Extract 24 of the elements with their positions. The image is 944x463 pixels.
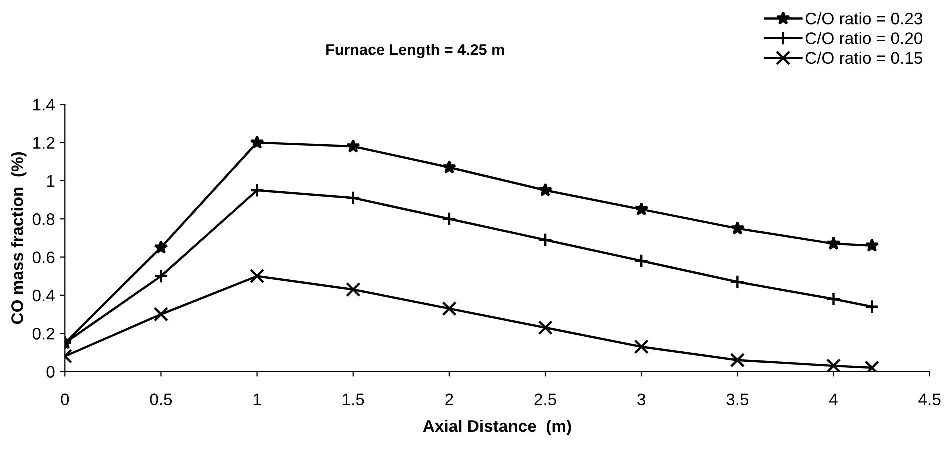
x-tick-label: 4	[830, 394, 838, 406]
y-tick-label: 0	[46, 366, 55, 378]
x-tick-label: 4.5	[918, 394, 941, 406]
x-tick-label: 0.5	[150, 394, 172, 406]
x-tick-label: 3.5	[726, 394, 749, 406]
x-tick-label: 0	[61, 394, 70, 406]
y-tick-label: 1.4	[34, 99, 55, 111]
y-tick-label: 1	[47, 176, 55, 188]
x-axis-title: Axial Distance (m)	[423, 420, 572, 436]
x-tick-label: 3	[638, 394, 646, 406]
y-tick-label: 1.2	[34, 137, 55, 149]
legend-label: C/O ratio = 0.23	[806, 12, 922, 25]
y-axis-title: CO mass fraction (%)	[11, 152, 27, 324]
x-tick-label: 1	[254, 394, 262, 406]
chart-title: Furnace Length = 4.25 m	[326, 44, 504, 58]
y-tick-label: 0.8	[32, 214, 55, 226]
y-tick-label: 0.2	[32, 328, 55, 340]
y-tick-label: 0.4	[32, 290, 55, 302]
legend-label: C/O ratio = 0.15	[806, 52, 922, 64]
x-tick-label: 2	[446, 394, 454, 406]
legend-label: C/O ratio = 0.20	[806, 32, 923, 44]
x-tick-label: 1.5	[343, 394, 364, 406]
x-tick-label: 2.5	[534, 394, 556, 406]
y-tick-label: 0.6	[32, 252, 55, 264]
